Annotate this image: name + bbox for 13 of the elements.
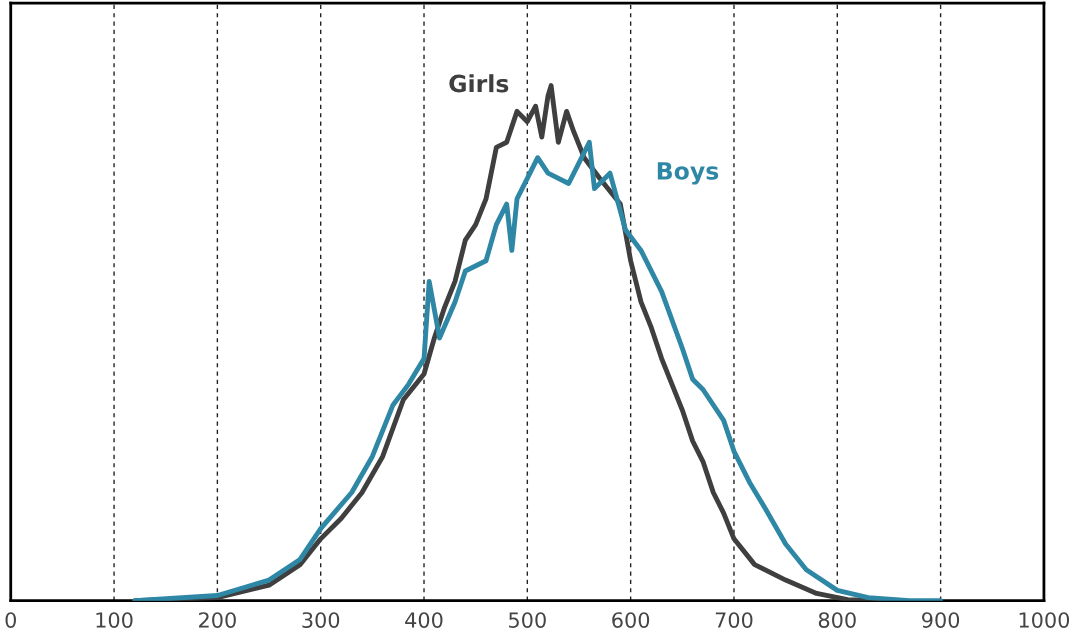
series-label: Boys — [657, 162, 719, 185]
x-tick-label: 200 — [199, 612, 236, 628]
x-tick-label: 100 — [96, 612, 133, 628]
x-tick-label: 900 — [922, 612, 960, 628]
x-tick-label: 500 — [509, 612, 546, 628]
x-tick-label: 300 — [302, 612, 340, 628]
x-tick-label: 0 — [5, 612, 16, 628]
x-tick-label: 1000 — [1019, 612, 1070, 628]
series-label: Girls — [449, 74, 509, 93]
x-tick-label: 700 — [715, 612, 753, 628]
x-tick-label: 800 — [818, 612, 856, 628]
x-tick-label: 400 — [405, 612, 443, 628]
x-tick-label: 600 — [612, 612, 650, 628]
